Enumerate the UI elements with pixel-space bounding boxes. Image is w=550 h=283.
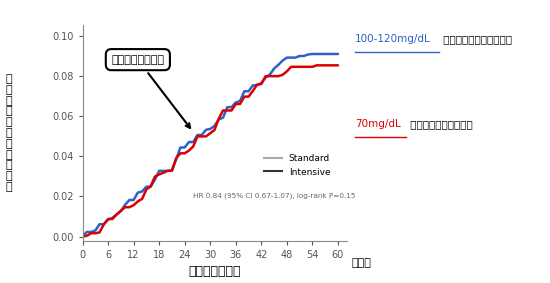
Text: （月）: （月） xyxy=(352,258,372,268)
Legend: Standard, Intensive: Standard, Intensive xyxy=(260,150,334,180)
Text: 心
筋
梗
塞
の
起
こ
り
や
す
さ: 心 筋 梗 塞 の 起 こ り や す さ xyxy=(6,74,12,192)
Text: まで厳しく下げた場合: まで厳しく下げた場合 xyxy=(407,119,473,129)
Text: HR 0.84 (95% CI 0.67-1.07), log-rank P=0.15: HR 0.84 (95% CI 0.67-1.07), log-rank P=0… xyxy=(194,192,356,199)
Text: 100-120mg/dL: 100-120mg/dL xyxy=(355,34,431,44)
Text: まで標準的に下げた場合: まで標準的に下げた場合 xyxy=(440,34,512,44)
Text: 発症率に差がない: 発症率に差がない xyxy=(111,55,190,128)
X-axis label: 経過観察の期間: 経過観察の期間 xyxy=(188,265,241,278)
Text: 70mg/dL: 70mg/dL xyxy=(355,119,400,129)
